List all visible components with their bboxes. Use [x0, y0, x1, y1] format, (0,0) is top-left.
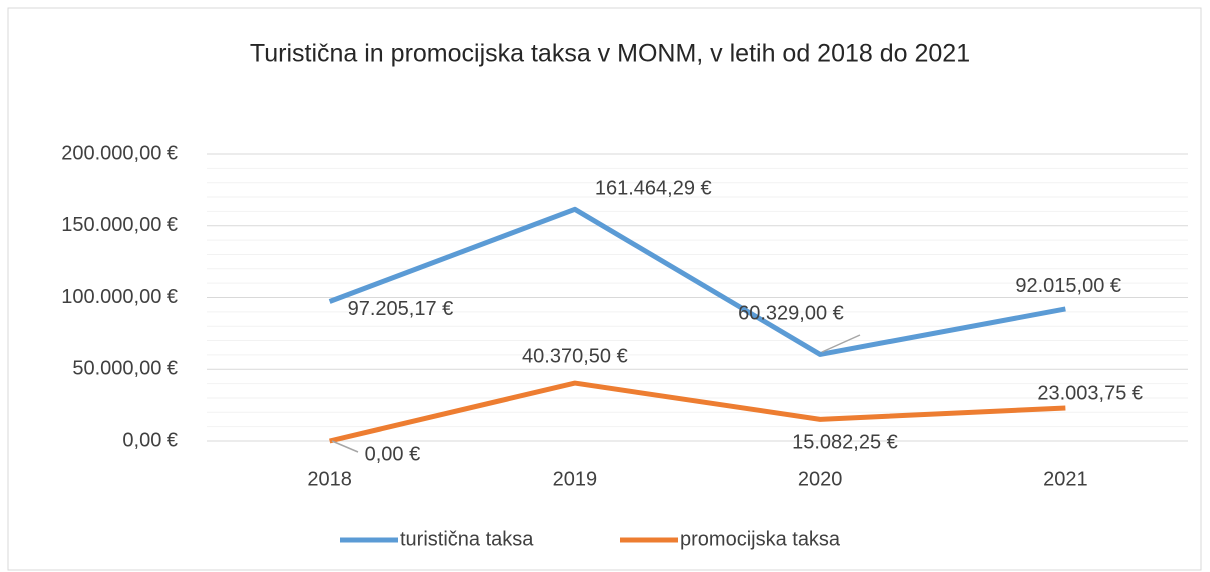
y-tick-label: 150.000,00 €: [61, 214, 178, 236]
data-label: 97.205,17 €: [348, 298, 454, 320]
x-tick-label: 2019: [553, 468, 598, 490]
series-line: [329, 380, 1066, 444]
legend-label: turistična taksa: [400, 528, 534, 550]
data-label: 92.015,00 €: [1015, 275, 1121, 297]
series-line: [328, 206, 1066, 357]
data-label: 161.464,29 €: [595, 178, 712, 200]
y-tick-label: 100.000,00 €: [61, 286, 178, 308]
x-tick-label: 2018: [307, 468, 352, 490]
leader-line: [821, 334, 861, 353]
data-label: 23.003,75 €: [1037, 382, 1143, 404]
x-tick-label: 2021: [1043, 468, 1088, 490]
data-label: 60.329,00 €: [738, 303, 844, 325]
x-tick-label: 2020: [798, 468, 843, 490]
data-label: 15.082,25 €: [792, 432, 898, 454]
legend-label: promocijska taksa: [680, 528, 841, 550]
chart-border: [7, 7, 1202, 571]
data-label: 40.370,50 €: [522, 345, 628, 367]
chart-title: Turistična in promocijska taksa v MONM, …: [250, 40, 970, 68]
data-label: 0,00 €: [365, 443, 421, 465]
y-tick-label: 200.000,00 €: [61, 142, 178, 164]
leader-line: [331, 440, 359, 453]
y-tick-label: 50.000,00 €: [72, 358, 178, 380]
y-tick-label: 0,00 €: [122, 429, 178, 451]
